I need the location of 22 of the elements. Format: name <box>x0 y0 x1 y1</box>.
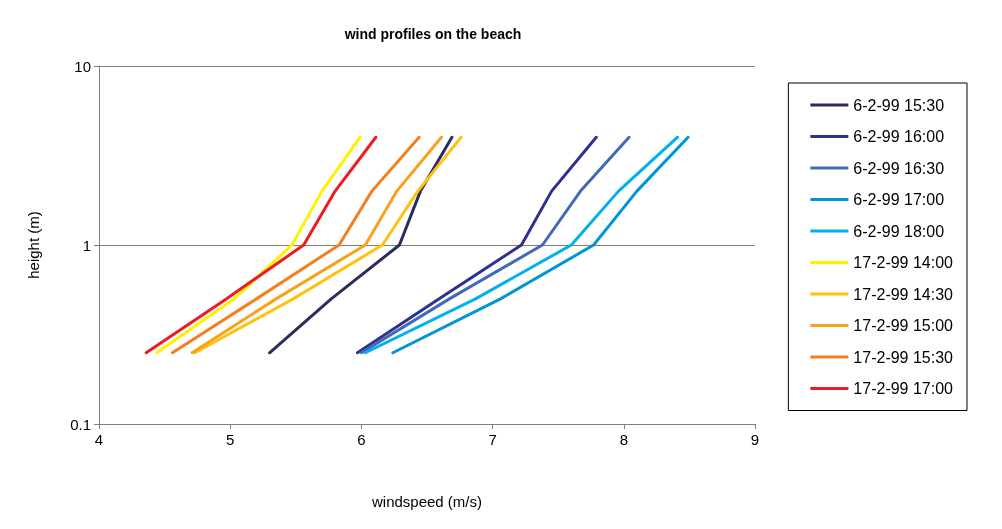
legend-label: 6-2-99 18:00 <box>853 222 945 240</box>
legend-label: 17-2-99 15:00 <box>853 317 954 334</box>
x-tick-label: 4 <box>94 431 104 448</box>
legend-label: 6-2-99 16:00 <box>853 128 945 145</box>
y-tick-label: 0.1 <box>70 415 91 433</box>
legend-label: 6-2-99 16:30 <box>853 159 945 177</box>
legend-label: 6-2-99 17:00 <box>853 191 945 208</box>
legend-label: 17-2-99 15:30 <box>853 348 954 366</box>
legend-label: 17-2-99 14:00 <box>853 254 954 271</box>
chart-title: wind profiles on the beach <box>343 26 522 42</box>
x-tick-label: 6 <box>357 431 366 448</box>
x-tick-label: 8 <box>619 431 628 448</box>
y-tick-label: 1 <box>82 236 91 254</box>
legend-label: 17-2-99 14:30 <box>853 285 954 303</box>
y-tick-label: 10 <box>74 57 91 75</box>
legend-label: 6-2-99 15:30 <box>853 96 945 114</box>
x-axis-title: windspeed (m/s) <box>370 493 483 510</box>
y-axis-title: height (m) <box>25 211 42 279</box>
x-tick-label: 9 <box>750 431 760 448</box>
x-tick-label: 5 <box>226 431 235 448</box>
legend-label: 17-2-99 17:00 <box>853 380 954 397</box>
x-tick-label: 7 <box>488 431 497 448</box>
